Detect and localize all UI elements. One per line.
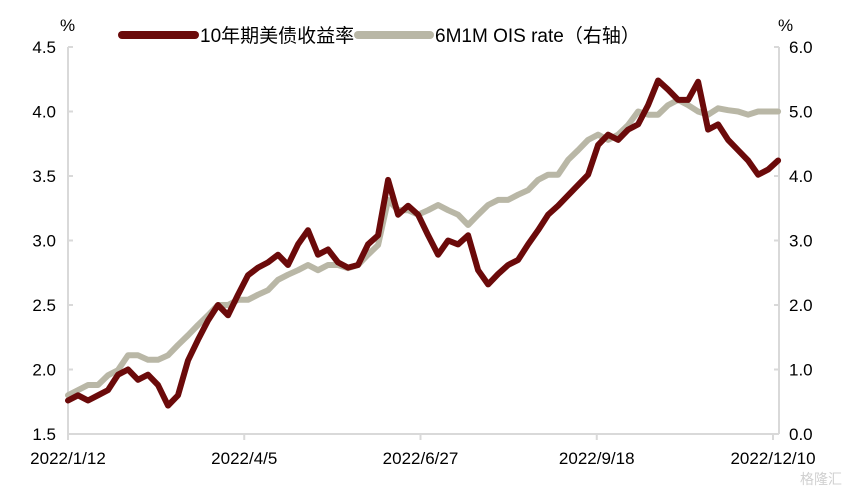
right-tick-label: 1.0 — [789, 361, 813, 380]
series-line-treasury — [65, 77, 782, 409]
left-tick-label: 3.5 — [32, 167, 56, 186]
legend: 10年期美债收益率 6M1M OIS rate（右轴） — [118, 25, 640, 47]
left-tick-label: 4.0 — [32, 103, 56, 122]
right-tick-label: 5.0 — [789, 103, 813, 122]
right-axis-unit: % — [778, 16, 793, 35]
x-tick-label: 2022/4/5 — [211, 449, 277, 468]
x-tick-label: 2022/1/12 — [30, 449, 106, 468]
right-tick-label: 0.0 — [789, 425, 813, 444]
x-tick-label: 2022/12/10 — [730, 449, 815, 468]
series-line-ois — [65, 96, 782, 399]
left-tick-label: 4.5 — [32, 38, 56, 57]
left-tick-label: 1.5 — [32, 425, 56, 444]
left-tick-label: 2.5 — [32, 296, 56, 315]
right-tick-label: 4.0 — [789, 167, 813, 186]
left-tick-label: 2.0 — [32, 361, 56, 380]
left-tick-label: 3.0 — [32, 232, 56, 251]
x-tick-label: 2022/9/18 — [559, 449, 635, 468]
legend-label-ois: 6M1M OIS rate（右轴） — [435, 25, 640, 47]
right-tick-label: 2.0 — [789, 296, 813, 315]
left-axis-unit: % — [60, 16, 75, 35]
legend-label-treasury: 10年期美债收益率 — [200, 25, 354, 47]
right-tick-label: 3.0 — [789, 232, 813, 251]
watermark: 格隆汇 — [800, 471, 842, 487]
right-tick-label: 6.0 — [789, 38, 813, 57]
x-tick-label: 2022/6/27 — [383, 449, 459, 468]
